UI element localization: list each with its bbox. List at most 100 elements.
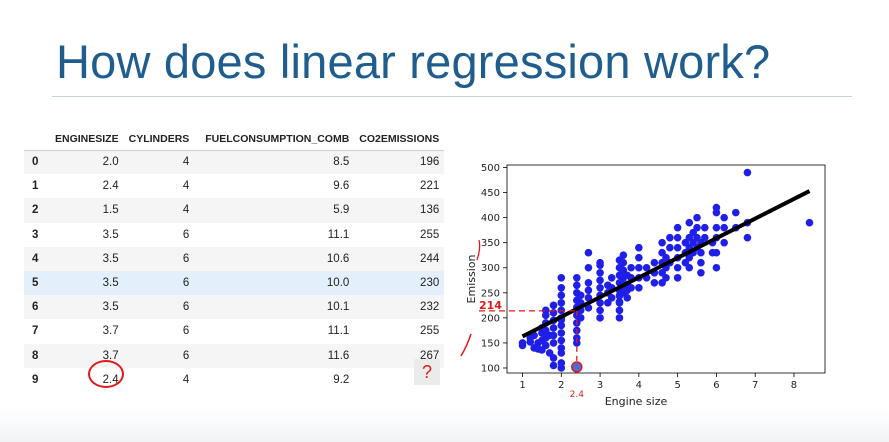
data-table: ENGINESIZE CYLINDERS FUELCONSUMPTION_COM… (24, 128, 445, 392)
data-point (576, 291, 585, 300)
table-row: 7 3.7 6 11.1 255 (24, 319, 444, 343)
table-row: 9 2.4 4 9.2 (24, 368, 444, 392)
table-row: 3 3.5 6 11.1 255 (24, 223, 444, 247)
data-point (700, 223, 709, 232)
cell-co2emissions: 255 (420, 228, 440, 241)
y-tick-label: 150 (481, 338, 500, 349)
cell-cylinders: 4 (123, 150, 195, 175)
cell-co2emissions: 221 (420, 180, 440, 193)
data-point (685, 263, 694, 272)
data-point (584, 278, 593, 287)
data-point (673, 263, 682, 272)
x-tick-label: 1 (519, 380, 525, 391)
data-point (623, 294, 632, 302)
data-point (541, 341, 550, 350)
x-axis-label: Engine size (605, 395, 668, 408)
cell-fuelconsumption: 11.6 (194, 343, 355, 368)
data-point (673, 223, 682, 232)
hand-stroke-left (460, 333, 472, 357)
row-index: 7 (32, 325, 39, 338)
data-point (596, 258, 604, 267)
row-index: 9 (32, 373, 39, 386)
cell-enginesize: 3.5 (50, 270, 124, 296)
cell-fuelconsumption: 10.0 (194, 270, 355, 296)
data-point (576, 314, 585, 322)
table-row: 8 3.7 6 11.6 267 (24, 343, 445, 368)
data-point (557, 336, 566, 345)
table-row: 2 1.5 4 5.9 136 (24, 198, 445, 223)
y-tick-label: 500 (481, 163, 500, 174)
row-index: 3 (32, 228, 39, 241)
data-point (549, 309, 558, 317)
data-point (526, 338, 535, 346)
red-circle-annotation (88, 360, 124, 388)
cell-fuelconsumption: 9.6 (333, 180, 350, 193)
hand-stroke-ylabel (476, 239, 481, 261)
cell-cylinders: 6 (123, 295, 195, 320)
table-row: 6 3.5 6 10.1 232 (24, 295, 445, 320)
data-point (712, 203, 721, 212)
cell-fuelconsumption: 9.2 (333, 373, 350, 386)
data-point (549, 339, 558, 347)
data-point (596, 283, 604, 292)
cell-co2emissions: 244 (354, 246, 445, 271)
unknown-value-marker: ? (414, 359, 440, 385)
data-point (697, 258, 705, 267)
data-point (627, 283, 635, 292)
data-point (584, 286, 593, 295)
data-point (596, 314, 604, 322)
data-point (732, 208, 740, 217)
data-point (557, 273, 566, 282)
cell-co2emissions: 267 (354, 343, 445, 368)
data-point (635, 253, 643, 262)
y-tick-label: 450 (481, 188, 500, 199)
data-point (673, 233, 682, 242)
column-header-fuelconsumption: FUELCONSUMPTION_COMB (194, 128, 355, 151)
data-point (712, 248, 721, 257)
cell-fuelconsumption: 10.6 (194, 246, 355, 271)
plot-frame (506, 164, 826, 374)
data-point (584, 263, 593, 272)
cell-enginesize: 2.0 (50, 150, 124, 175)
slide-footer-fade (0, 408, 889, 442)
row-index: 5 (24, 270, 50, 296)
title-divider (52, 96, 852, 97)
y-tick-label: 200 (481, 313, 500, 324)
cell-enginesize: 3.7 (102, 325, 119, 338)
cell-cylinders: 4 (182, 180, 190, 193)
x-tick-label: 4 (636, 380, 642, 391)
data-point (596, 306, 604, 315)
data-point (712, 223, 721, 232)
cell-enginesize: 2.4 (102, 180, 119, 193)
data-point (720, 223, 728, 232)
data-point (557, 321, 566, 330)
row-index: 2 (24, 198, 50, 223)
column-header-index (24, 128, 50, 151)
data-point (658, 238, 666, 247)
cell-cylinders: 6 (123, 343, 195, 368)
x-tick-label: 2 (558, 380, 564, 391)
data-point (615, 314, 624, 322)
table-row: 4 3.5 6 10.6 244 (24, 246, 445, 271)
slide-title: How does linear regression work? (56, 35, 771, 88)
highlight-y-label: 214 (479, 299, 502, 312)
row-index: 4 (24, 246, 50, 271)
regression-line (521, 189, 811, 339)
scatter-chart: 1 2 3 4 5 6 7 8 100 150 200 250 300 350 400 450 500 Engin… (460, 163, 826, 413)
cell-fuelconsumption: 8.5 (194, 150, 355, 175)
data-point (573, 281, 581, 290)
cell-co2emissions: 196 (354, 150, 445, 175)
data-point (518, 341, 527, 350)
x-tick-label: 8 (791, 380, 797, 391)
cell-fuelconsumption: 11.1 (327, 325, 350, 338)
y-tick-label: 250 (481, 288, 500, 299)
data-point (720, 213, 728, 222)
data-point (549, 301, 558, 310)
cell-cylinders: 6 (182, 228, 190, 241)
data-point (700, 233, 709, 242)
row-index: 6 (24, 295, 50, 320)
cell-co2emissions: 136 (354, 198, 445, 223)
data-point (635, 243, 643, 252)
cell-cylinders: 6 (182, 325, 190, 338)
data-point (607, 294, 616, 302)
